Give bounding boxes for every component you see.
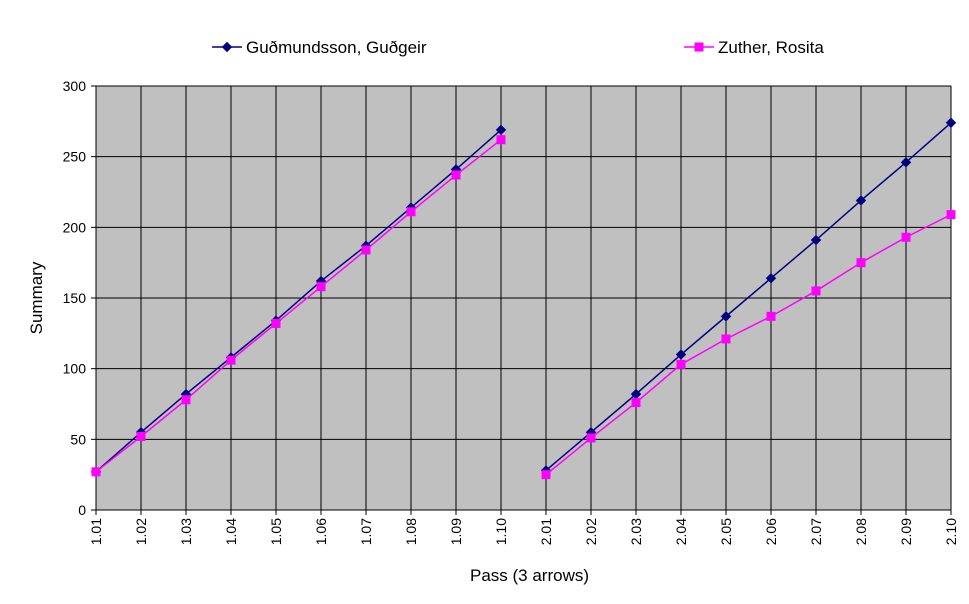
x-tick-label: 2.09 xyxy=(898,518,914,545)
x-tick-label: 2.08 xyxy=(853,518,869,545)
data-point xyxy=(631,398,641,408)
series-line xyxy=(545,213,952,476)
data-point xyxy=(945,117,957,128)
data-point xyxy=(91,467,101,477)
legend-label: Zuther, Rosita xyxy=(718,38,824,57)
y-tick-label: 100 xyxy=(63,361,87,377)
data-point xyxy=(271,318,281,328)
legend-item-2: Zuther, Rosita xyxy=(684,38,824,57)
data-point xyxy=(855,195,867,206)
data-point xyxy=(811,286,821,296)
x-tick-label: 1.08 xyxy=(403,518,419,545)
series-line xyxy=(545,122,952,471)
data-point xyxy=(495,124,507,136)
data-point xyxy=(586,433,596,443)
y-axis-title: Summary xyxy=(27,261,46,334)
y-tick-label: 0 xyxy=(78,502,86,518)
series-line xyxy=(95,139,502,473)
legend-marker xyxy=(694,42,704,52)
x-tick-label: 1.03 xyxy=(178,518,194,545)
data-point xyxy=(136,432,146,442)
data-point xyxy=(856,258,866,268)
y-tick-label: 300 xyxy=(63,78,87,94)
y-tick-label: 150 xyxy=(63,290,87,306)
data-point xyxy=(766,311,776,321)
series-2 xyxy=(91,135,956,480)
legend-label: Guðmundsson, Guðgeir xyxy=(246,38,427,57)
data-point xyxy=(900,157,912,168)
x-tick-label: 1.02 xyxy=(133,518,149,545)
x-tick-label: 2.01 xyxy=(538,518,554,545)
data-point xyxy=(496,135,506,145)
x-tick-label: 1.09 xyxy=(448,518,464,545)
x-tick-label: 2.06 xyxy=(763,518,779,545)
data-point xyxy=(946,210,956,220)
x-tick-label: 1.06 xyxy=(313,518,329,545)
series-line xyxy=(95,129,502,473)
gridlines xyxy=(96,85,952,510)
data-point xyxy=(226,355,236,365)
data-point xyxy=(720,311,732,322)
x-tick-label: 2.07 xyxy=(808,518,824,545)
x-tick-label: 2.02 xyxy=(583,518,599,545)
legend-marker xyxy=(221,41,233,53)
x-tick-label: 2.10 xyxy=(943,518,959,545)
data-point xyxy=(810,234,822,246)
data-point xyxy=(451,170,461,180)
y-axis-ticks: 0 50 100 150 200 250 300 xyxy=(63,78,96,518)
x-axis-ticks: 1.01 1.02 1.03 1.04 1.05 1.06 1.07 1.08 1.09 1.10… xyxy=(88,510,959,545)
x-tick-label: 2.04 xyxy=(673,518,689,545)
series-layer xyxy=(90,117,957,480)
x-tick-label: 2.05 xyxy=(718,518,734,545)
y-tick-label: 250 xyxy=(63,149,87,165)
data-point xyxy=(316,282,326,292)
data-point xyxy=(361,245,371,255)
y-tick-label: 200 xyxy=(63,219,87,235)
data-point xyxy=(181,395,191,405)
data-point xyxy=(676,359,686,369)
x-tick-label: 1.05 xyxy=(268,518,284,545)
x-tick-label: 1.10 xyxy=(493,518,509,545)
data-point xyxy=(406,207,416,217)
legend-item-1: Guðmundsson, Guðgeir xyxy=(212,38,427,57)
y-tick-label: 50 xyxy=(70,431,86,447)
x-tick-label: 1.07 xyxy=(358,518,374,545)
x-tick-label: 1.04 xyxy=(223,518,239,545)
data-point xyxy=(901,232,911,242)
x-tick-label: 1.01 xyxy=(88,518,104,545)
legend: Guðmundsson, Guðgeir Zuther, Rosita xyxy=(212,38,824,57)
data-point xyxy=(541,470,551,480)
x-axis-title: Pass (3 arrows) xyxy=(470,566,589,585)
data-point xyxy=(721,334,731,344)
data-point xyxy=(765,273,777,284)
data-point xyxy=(675,349,687,360)
x-tick-label: 2.03 xyxy=(628,518,644,545)
